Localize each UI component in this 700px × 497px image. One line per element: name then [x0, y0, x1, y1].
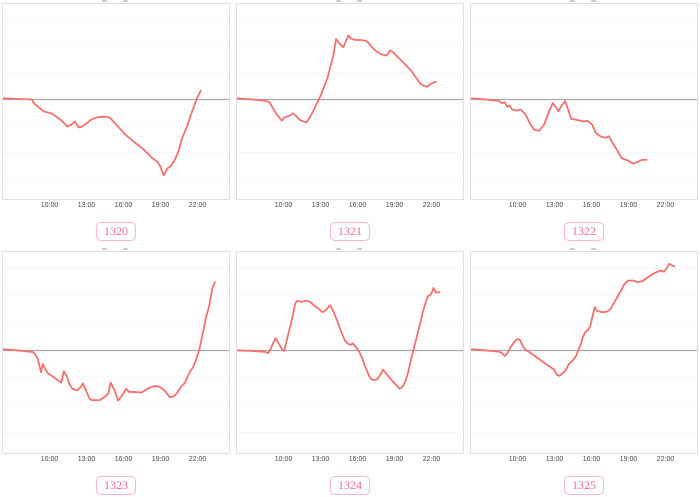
- price-chart-plot[interactable]: [470, 3, 698, 200]
- x-tick-label: 22:00: [656, 202, 675, 209]
- mini-chart-cell: 10:00 13:00 16:00 19:00 22:00 1324: [236, 248, 464, 497]
- price-chart-plot[interactable]: [2, 3, 230, 200]
- x-tick-label: 13:00: [77, 202, 96, 209]
- x-tick-label: 10:00: [274, 202, 293, 209]
- x-tick-label: 19:00: [151, 456, 170, 463]
- x-tick-label: 19:00: [619, 202, 638, 209]
- line-chart-svg: [237, 267, 463, 433]
- line-chart-svg: [471, 262, 697, 433]
- x-tick-label: 10:00: [40, 456, 59, 463]
- x-tick-label: 22:00: [656, 456, 675, 463]
- x-tick-label: 19:00: [151, 202, 170, 209]
- x-axis: 10:00 13:00 16:00 19:00 22:00: [470, 200, 698, 213]
- x-tick-label: 13:00: [77, 456, 96, 463]
- price-series-line: [237, 34, 437, 124]
- x-tick-label: 16:00: [582, 202, 601, 209]
- x-tick-label: 22:00: [188, 456, 207, 463]
- mini-chart-cell: 10:00 13:00 16:00 19:00 22:00 1325: [470, 248, 698, 497]
- mini-chart-cell: 10:00 13:00 16:00 19:00 22:00 1322: [470, 0, 698, 248]
- mini-chart-cell: 10:00 13:00 16:00 19:00 22:00 1321: [236, 0, 464, 248]
- x-tick-label: 22:00: [422, 202, 441, 209]
- x-tick-label: 10:00: [508, 456, 527, 463]
- x-tick-label: 22:00: [188, 202, 207, 209]
- item-id-badge[interactable]: 1323: [96, 476, 136, 495]
- cropped-title-fragment: [470, 248, 698, 251]
- line-chart-svg: [471, 19, 697, 180]
- line-chart-svg: [3, 19, 229, 180]
- x-tick-label: 19:00: [619, 456, 638, 463]
- cropped-title-fragment: [236, 248, 464, 251]
- x-axis: 10:00 13:00 16:00 19:00 22:00: [236, 200, 464, 213]
- x-tick-label: 13:00: [311, 202, 330, 209]
- line-chart-svg: [237, 19, 463, 180]
- price-chart-plot[interactable]: [236, 3, 464, 200]
- x-axis: 10:00 13:00 16:00 19:00 22:00: [470, 454, 698, 467]
- price-chart-plot[interactable]: [470, 251, 698, 454]
- item-id-badge[interactable]: 1320: [96, 222, 136, 241]
- cropped-title-fragment: [236, 0, 464, 3]
- mini-chart-cell: 10:00 13:00 16:00 19:00 22:00 1323: [2, 248, 230, 497]
- price-chart-plot[interactable]: [2, 251, 230, 454]
- price-series-line: [471, 262, 676, 377]
- item-id-badge[interactable]: 1324: [330, 476, 370, 495]
- x-axis: 10:00 13:00 16:00 19:00 22:00: [236, 454, 464, 467]
- price-chart-plot[interactable]: [236, 251, 464, 454]
- x-axis: 10:00 13:00 16:00 19:00 22:00: [2, 200, 230, 213]
- mini-chart-cell: 10:00 13:00 16:00 19:00 22:00 1320: [2, 0, 230, 248]
- x-tick-label: 16:00: [582, 456, 601, 463]
- cropped-title-fragment: [2, 248, 230, 251]
- x-tick-label: 19:00: [385, 202, 404, 209]
- x-tick-label: 13:00: [545, 202, 564, 209]
- x-tick-label: 22:00: [422, 456, 441, 463]
- x-tick-label: 10:00: [274, 456, 293, 463]
- x-tick-label: 16:00: [114, 202, 133, 209]
- cropped-title-fragment: [470, 0, 698, 3]
- item-id-badge[interactable]: 1321: [330, 222, 370, 241]
- x-tick-label: 16:00: [114, 456, 133, 463]
- item-id-badge[interactable]: 1325: [564, 476, 604, 495]
- price-series-line: [3, 89, 202, 177]
- x-tick-label: 13:00: [545, 456, 564, 463]
- x-tick-label: 10:00: [508, 202, 527, 209]
- price-series-line: [237, 287, 441, 390]
- x-tick-label: 16:00: [348, 456, 367, 463]
- x-tick-label: 16:00: [348, 202, 367, 209]
- item-id-badge[interactable]: 1322: [564, 222, 604, 241]
- price-series-line: [471, 97, 648, 165]
- x-axis: 10:00 13:00 16:00 19:00 22:00: [2, 454, 230, 467]
- line-chart-svg: [3, 267, 229, 433]
- x-tick-label: 10:00: [40, 202, 59, 209]
- x-tick-label: 13:00: [311, 456, 330, 463]
- x-tick-label: 19:00: [385, 456, 404, 463]
- price-series-line: [3, 281, 216, 402]
- cropped-title-fragment: [2, 0, 230, 3]
